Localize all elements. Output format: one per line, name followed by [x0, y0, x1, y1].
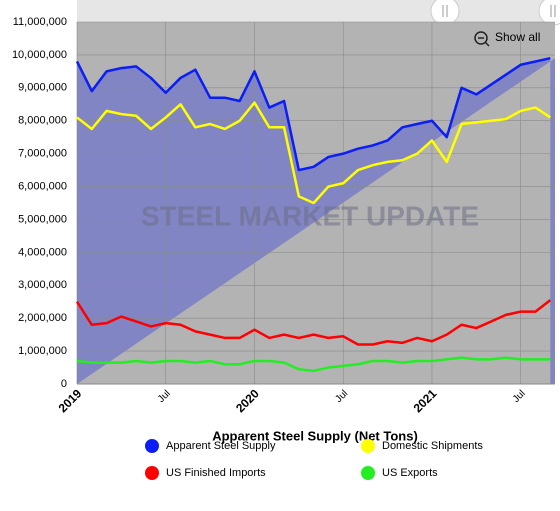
x-tick-label: Jul: [156, 388, 173, 405]
line: [76, 101, 551, 205]
y-tick-label: 0: [61, 378, 67, 390]
legend-label: Apparent Steel Supply: [166, 440, 276, 452]
y-tick-label: 5,000,000: [18, 213, 67, 225]
line: [75, 56, 551, 172]
show-all-button[interactable]: Show all: [474, 30, 540, 47]
legend-label: US Finished Imports: [166, 467, 266, 479]
y-tick-label: 8,000,000: [18, 115, 67, 127]
legend-marker: [145, 439, 159, 453]
x-tick-label: Jul: [333, 388, 350, 405]
watermark: STEEL MARKET UPDATE: [141, 200, 479, 231]
legend-marker: [361, 466, 375, 480]
line: [75, 299, 552, 346]
x-tick-label: 2020: [233, 386, 262, 415]
x-tick-label: Jul: [511, 388, 528, 405]
handle-left[interactable]: [430, 0, 460, 26]
zoom-icon: [474, 31, 488, 45]
line: [76, 356, 551, 373]
navigator: [77, 0, 560, 22]
legend-marker: [361, 439, 375, 453]
zoom-icon: [484, 41, 490, 47]
y-tick-label: 9,000,000: [18, 82, 67, 94]
y-tick-label: 1,000,000: [18, 345, 67, 357]
y-tick-label: 11,000,000: [13, 16, 67, 28]
y-tick-label: 2,000,000: [18, 312, 67, 324]
legend-label: Domestic Shipments: [382, 440, 483, 452]
y-tick-label: 7,000,000: [18, 148, 67, 160]
x-tick-label: 2019: [56, 386, 85, 415]
legend-marker: [145, 466, 159, 480]
y-tick-label: 6,000,000: [18, 180, 67, 192]
legend-label: US Exports: [382, 467, 438, 479]
button-label[interactable]: Show all: [495, 30, 540, 44]
x-tick-label: 2021: [411, 386, 440, 415]
area: [77, 58, 555, 384]
y-tick-label: 3,000,000: [18, 279, 67, 291]
y-tick-label: 4,000,000: [18, 246, 67, 258]
y-tick-label: 10,000,000: [12, 49, 67, 61]
